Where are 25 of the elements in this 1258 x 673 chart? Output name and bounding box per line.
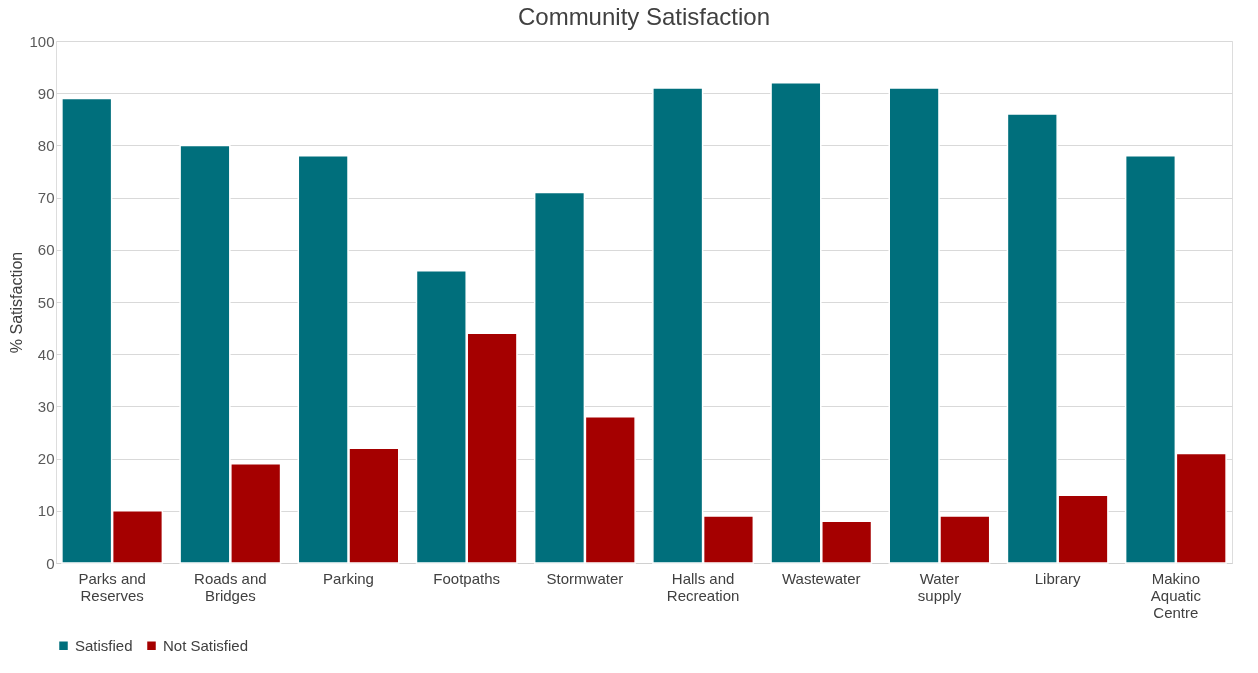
x-tick-label: Wastewater — [781, 569, 861, 587]
x-tick-label: Parking — [323, 569, 374, 587]
x-tick-label: Stormwater — [546, 569, 624, 587]
x-tick-label: Makino Aquatic Centre — [1150, 569, 1202, 621]
x-tick-label: Halls and Recreation — [666, 569, 740, 604]
y-tick-label: 90 — [37, 84, 55, 102]
y-tick-label: 70 — [37, 189, 55, 207]
x-tick-label: Library — [1034, 569, 1082, 587]
y-axis-title: % Satisfaction — [8, 251, 26, 354]
y-tick-label: 0 — [46, 554, 55, 572]
x-tick-label: Water supply — [917, 569, 962, 604]
y-tick-label: 100 — [29, 32, 55, 50]
x-tick-label: Footpaths — [433, 569, 501, 587]
y-tick-label: 80 — [37, 136, 55, 154]
y-tick-label: 20 — [37, 450, 55, 468]
y-tick-label: 60 — [37, 241, 55, 259]
chart-title: Community Satisfaction — [517, 3, 771, 30]
legend-label: Satisfied — [75, 636, 133, 654]
y-tick-label: 50 — [37, 293, 55, 311]
y-tick-label: 30 — [37, 397, 55, 415]
legend-label: Not Satisfied — [163, 636, 249, 654]
y-tick-label: 10 — [37, 502, 55, 520]
y-tick-label: 40 — [37, 345, 55, 363]
x-tick-label: Parks and Reserves — [78, 569, 146, 604]
x-tick-label: Roads and Bridges — [194, 569, 267, 604]
